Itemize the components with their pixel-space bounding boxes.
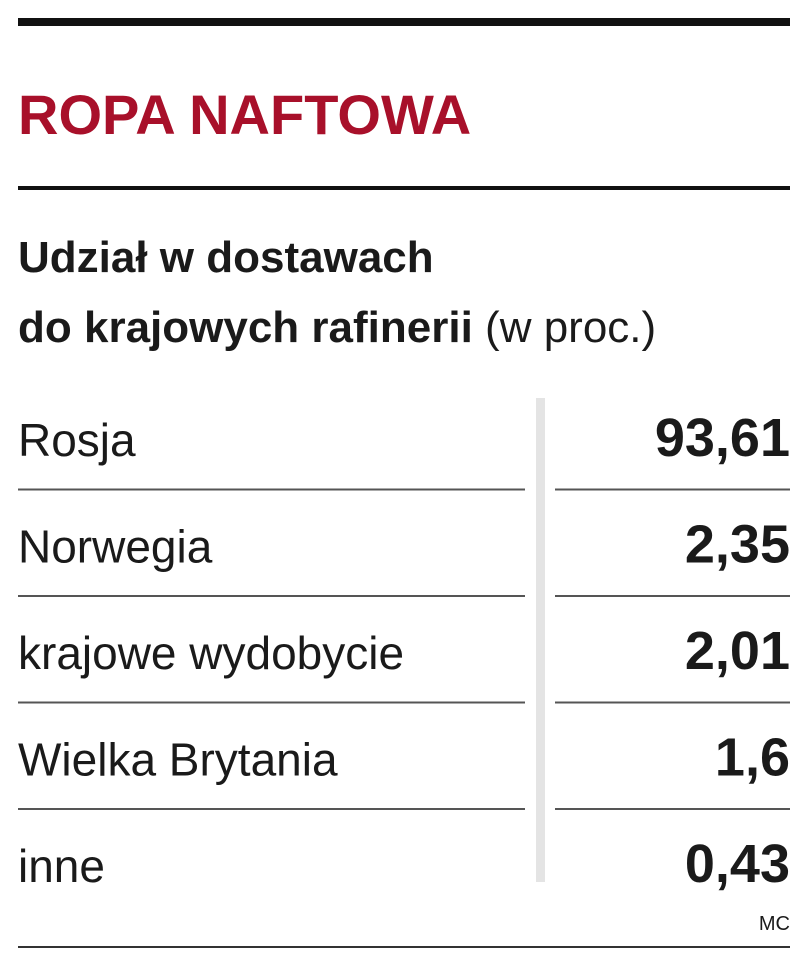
table: Rosja 93,61 Norwegia 2,35 krajowe wydobycie 2… bbox=[18, 408, 790, 894]
title-rule bbox=[18, 186, 790, 190]
row-value: 1,6 bbox=[715, 728, 790, 788]
top-rule bbox=[18, 18, 790, 26]
bottom-rule bbox=[18, 946, 790, 948]
row-rule bbox=[18, 701, 525, 704]
row-label: inne bbox=[18, 840, 105, 892]
row-value: 2,35 bbox=[685, 515, 790, 575]
row-rule bbox=[555, 701, 790, 704]
credit: MC bbox=[759, 913, 790, 935]
subtitle-line: Udział w dostawach bbox=[18, 233, 434, 282]
row-label: krajowe wydobycie bbox=[18, 627, 404, 679]
unit: (w proc.) bbox=[485, 303, 656, 352]
row-value: 2,01 bbox=[685, 621, 790, 681]
row-rule bbox=[18, 488, 525, 491]
row-label: Wielka Brytania bbox=[18, 734, 338, 786]
row-value: 93,61 bbox=[655, 408, 790, 468]
row-value: 0,43 bbox=[685, 834, 790, 894]
subtitle-text: do krajowych rafinerii bbox=[18, 303, 473, 352]
title: ROPA NAFTOWA bbox=[18, 83, 471, 146]
subtitle-line: do krajowych rafinerii (w proc.) bbox=[18, 303, 656, 352]
column-divider bbox=[536, 398, 545, 882]
row-rule bbox=[555, 808, 790, 810]
row-rule bbox=[18, 808, 525, 810]
row-rule bbox=[555, 595, 790, 597]
row-rule bbox=[555, 488, 790, 491]
row-rule bbox=[18, 595, 525, 597]
row-label: Rosja bbox=[18, 414, 136, 466]
row-label: Norwegia bbox=[18, 521, 213, 573]
